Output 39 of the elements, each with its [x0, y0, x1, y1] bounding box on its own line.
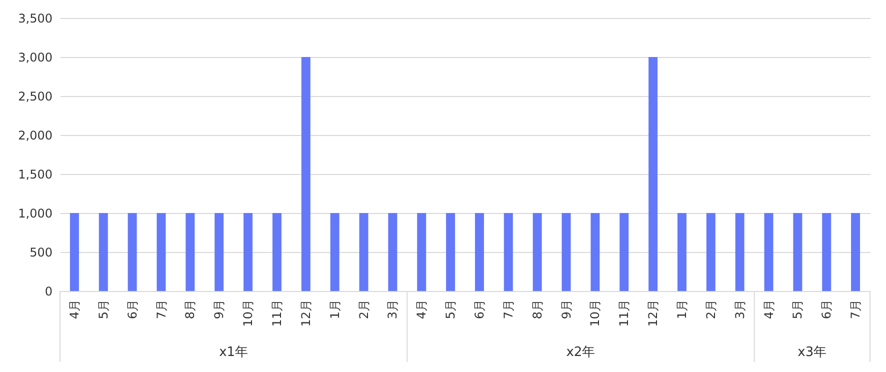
x-tick-label: 1月	[674, 300, 689, 320]
x-tick-label: 4月	[67, 300, 82, 320]
y-tick-label: 500	[30, 246, 52, 260]
y-tick-label: 1,500	[18, 168, 52, 182]
x-tick-label: 6月	[125, 300, 140, 320]
x-tick-label: 1月	[328, 300, 342, 320]
y-tick-label: 3,500	[18, 12, 52, 26]
x-tick-label: 4月	[414, 300, 429, 320]
x-tick-label: 5月	[96, 300, 110, 320]
x-tick-label: 7月	[501, 300, 516, 320]
x-tick-label: 8月	[183, 300, 198, 320]
x-tick-label: 9月	[212, 300, 226, 320]
y-tick-label: 2,000	[18, 128, 52, 142]
y-tick-label: 0	[44, 284, 52, 298]
x-tick-label: 3月	[732, 300, 747, 320]
y-tick-label: 1,000	[18, 206, 52, 220]
x-tick-label: 11月	[617, 300, 632, 327]
x-tick-label: 12月	[298, 300, 313, 327]
x-tick-label: 7月	[154, 300, 168, 320]
x-tick-label: 10月	[241, 300, 256, 327]
text: x2年	[566, 345, 596, 360]
x-tick-label: 10月	[588, 300, 602, 327]
x-tick-label: 5月	[444, 300, 458, 320]
x-tick-label: 11月	[270, 300, 284, 327]
text: x1年	[219, 345, 248, 360]
x-tick-label: 4月	[762, 300, 776, 320]
x-tick-label: 9月	[559, 300, 574, 320]
x-tick-label: 7月	[848, 300, 863, 320]
y-tick-label: 3,000	[18, 50, 52, 64]
x-tick-label: 6月	[472, 300, 486, 320]
text: x3年	[798, 345, 827, 360]
x-tick-label: 12月	[646, 300, 660, 327]
x-tick-label: 5月	[790, 300, 805, 320]
x-tick-label: 3月	[386, 300, 400, 320]
x-tick-label: 6月	[820, 300, 834, 320]
y-tick-label: 2,500	[18, 90, 52, 104]
x-tick-label: 2月	[704, 300, 718, 320]
x-tick-label: 2月	[356, 300, 371, 320]
x-tick-label: 8月	[530, 300, 544, 320]
